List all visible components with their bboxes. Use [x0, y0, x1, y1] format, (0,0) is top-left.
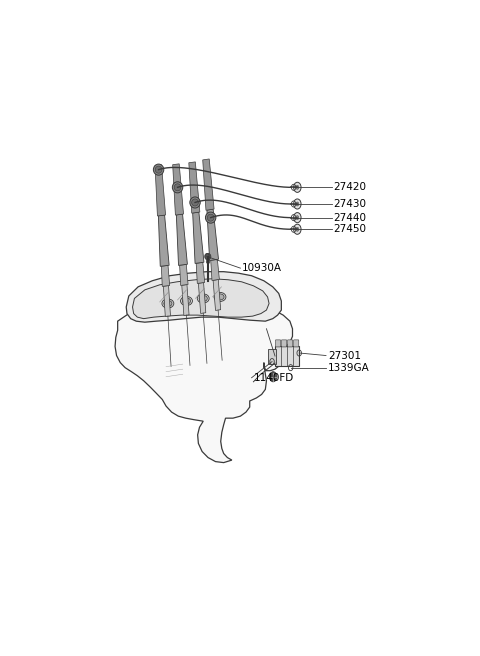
Ellipse shape — [199, 295, 207, 302]
Polygon shape — [198, 283, 206, 314]
Ellipse shape — [155, 166, 162, 173]
Ellipse shape — [154, 164, 164, 175]
FancyBboxPatch shape — [281, 340, 287, 347]
FancyBboxPatch shape — [275, 346, 299, 365]
Polygon shape — [126, 272, 281, 322]
Polygon shape — [196, 262, 204, 283]
Text: 27420: 27420 — [334, 182, 366, 192]
Ellipse shape — [192, 199, 198, 206]
Circle shape — [294, 213, 301, 222]
Polygon shape — [203, 159, 214, 210]
Polygon shape — [189, 162, 200, 213]
Ellipse shape — [162, 299, 174, 308]
Polygon shape — [180, 264, 188, 285]
Polygon shape — [163, 285, 170, 316]
Circle shape — [294, 224, 301, 234]
Circle shape — [296, 227, 299, 232]
Polygon shape — [207, 209, 218, 260]
Text: 27430: 27430 — [334, 199, 366, 209]
Polygon shape — [132, 279, 269, 319]
Ellipse shape — [206, 260, 210, 264]
Ellipse shape — [207, 214, 214, 221]
Text: 27450: 27450 — [334, 224, 366, 234]
Ellipse shape — [182, 298, 191, 304]
Ellipse shape — [205, 253, 211, 260]
Polygon shape — [161, 266, 169, 287]
Circle shape — [296, 216, 299, 220]
Ellipse shape — [205, 212, 216, 223]
Circle shape — [296, 185, 299, 190]
Ellipse shape — [180, 297, 192, 306]
Text: 1339GA: 1339GA — [328, 363, 370, 373]
Ellipse shape — [164, 300, 172, 306]
Polygon shape — [211, 259, 219, 281]
FancyBboxPatch shape — [294, 340, 299, 347]
Ellipse shape — [174, 184, 181, 191]
FancyBboxPatch shape — [276, 340, 281, 347]
Polygon shape — [173, 164, 183, 215]
Polygon shape — [158, 215, 169, 266]
Polygon shape — [115, 301, 292, 462]
Circle shape — [294, 182, 301, 192]
Polygon shape — [155, 165, 166, 216]
Ellipse shape — [190, 197, 200, 208]
Polygon shape — [213, 279, 221, 310]
Circle shape — [296, 202, 299, 206]
Text: 27301: 27301 — [328, 350, 361, 361]
Ellipse shape — [214, 293, 226, 302]
Text: 1140FD: 1140FD — [253, 373, 294, 382]
Ellipse shape — [197, 294, 209, 303]
Polygon shape — [176, 214, 187, 266]
FancyBboxPatch shape — [268, 349, 276, 364]
Circle shape — [294, 199, 301, 209]
Circle shape — [269, 372, 277, 382]
Ellipse shape — [216, 294, 224, 300]
Ellipse shape — [172, 182, 183, 193]
Text: 27440: 27440 — [334, 213, 366, 222]
Polygon shape — [192, 212, 204, 264]
FancyBboxPatch shape — [288, 340, 293, 347]
Polygon shape — [182, 285, 189, 316]
Text: 10930A: 10930A — [242, 263, 282, 273]
